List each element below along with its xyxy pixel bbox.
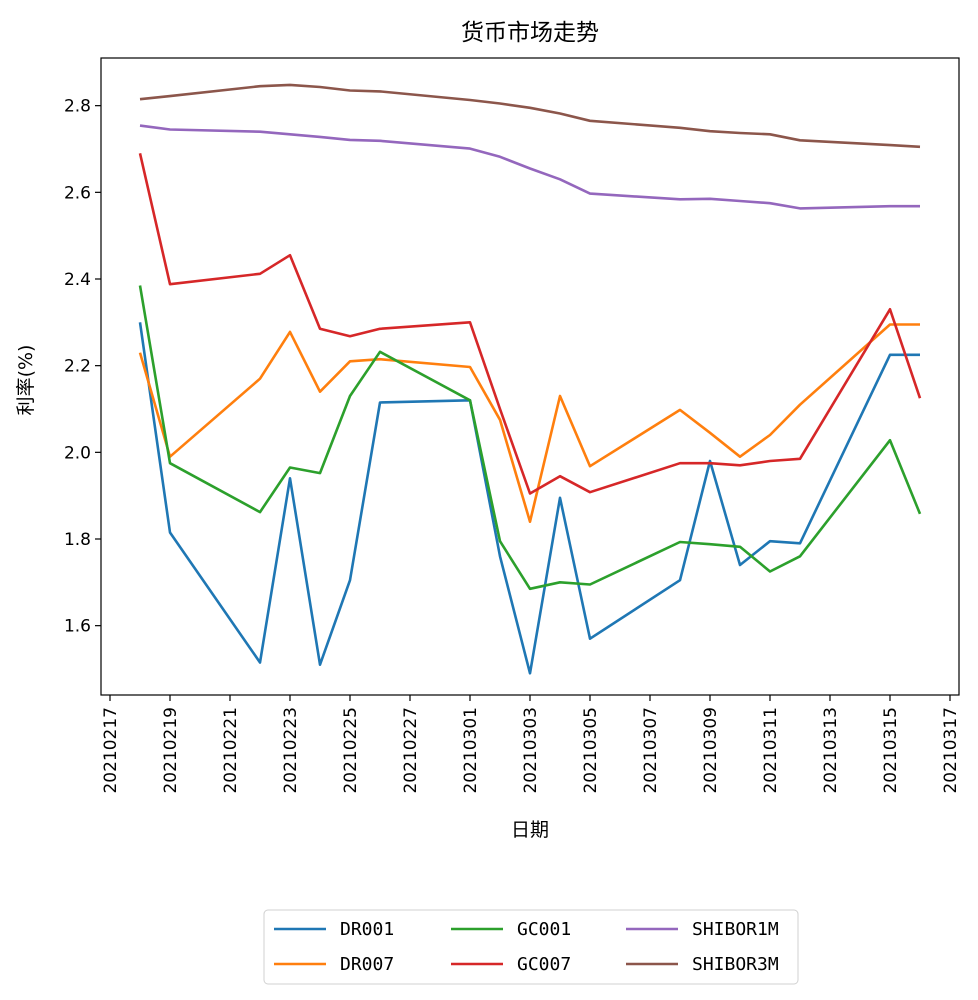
series-line-dr001 (138, 322, 920, 675)
x-tick-label: 20210223 (281, 707, 301, 794)
x-tick-label: 20210219 (161, 707, 181, 794)
x-tick-label: 20210305 (581, 707, 601, 794)
x-tick-label: 20210311 (761, 707, 781, 794)
x-tick-label: 20210315 (881, 707, 901, 794)
legend-label-shibor1m: SHIBOR1M (692, 919, 779, 940)
x-tick-label: 20210217 (101, 707, 121, 794)
x-tick-label: 20210227 (401, 707, 421, 794)
legend-label-gc007: GC007 (517, 954, 571, 975)
x-tick-label: 20210301 (461, 707, 481, 794)
y-tick-label: 2.0 (64, 443, 91, 463)
legend: DR001 DR007 GC001 GC007 SHIBOR1M SHIBOR3M (263, 909, 799, 985)
series-line-shibor3m (139, 83, 921, 149)
x-tick-label: 20210309 (701, 707, 721, 794)
x-tick-label: 20210317 (941, 707, 961, 794)
x-axis-title: 日期 (511, 819, 549, 841)
series-line-shibor1m (139, 124, 920, 210)
x-tick-label: 20210221 (221, 707, 241, 794)
legend-label-dr007: DR007 (340, 954, 394, 975)
x-axis: 20210217 20210219 20210221 20210223 20210225… (101, 695, 961, 794)
x-tick-label: 20210313 (821, 707, 841, 794)
x-tick-label: 20210307 (641, 707, 661, 794)
x-tick-label: 20210225 (341, 707, 361, 794)
legend-label-gc001: GC001 (517, 919, 571, 940)
y-tick-label: 1.6 (64, 617, 91, 637)
chart-title: 货币市场走势 (461, 20, 599, 46)
legend-label-shibor3m: SHIBOR3M (692, 954, 779, 975)
y-tick-label: 2.4 (64, 270, 91, 290)
y-tick-label: 1.8 (64, 530, 91, 550)
y-tick-label: 2.6 (64, 183, 91, 203)
y-axis-title: 利率(%) (15, 345, 37, 416)
series-line-gc001 (138, 285, 922, 591)
y-tick-label: 2.8 (64, 97, 91, 117)
y-tick-label: 2.2 (64, 357, 91, 377)
series-lines (138, 83, 922, 675)
series-line-dr007 (138, 323, 920, 524)
series-line-gc007 (138, 153, 922, 495)
y-axis: 1.6 1.8 2.0 2.2 2.4 2.6 2.8 (64, 97, 101, 637)
x-tick-label: 20210303 (521, 707, 541, 794)
legend-label-dr001: DR001 (340, 919, 394, 940)
